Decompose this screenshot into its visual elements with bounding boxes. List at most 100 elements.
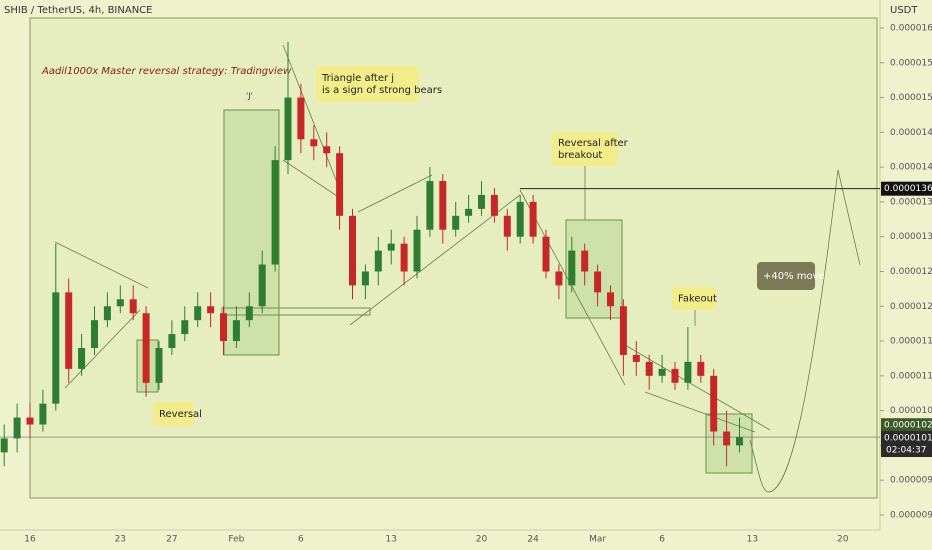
candle-body bbox=[568, 250, 576, 286]
y-tick-label: 0.00001400 bbox=[890, 163, 932, 173]
y-tick-label: 0.00001550 bbox=[890, 58, 932, 68]
candle-body bbox=[594, 271, 602, 293]
candle-body bbox=[542, 236, 550, 272]
x-tick-label: 6 bbox=[298, 535, 304, 545]
annotation-text: Fakeout bbox=[678, 294, 717, 305]
trendline bbox=[519, 189, 626, 386]
candle-body bbox=[323, 146, 331, 154]
candle-body bbox=[529, 201, 537, 237]
candle-body bbox=[516, 201, 524, 237]
candle-body bbox=[607, 292, 614, 307]
trendline bbox=[282, 159, 341, 199]
candle-body bbox=[39, 403, 47, 425]
price-tag bbox=[881, 181, 932, 196]
candle-body bbox=[194, 306, 202, 321]
y-tick-label: 0.00001250 bbox=[890, 267, 932, 277]
y-tick-label: 0.00001100 bbox=[890, 371, 932, 381]
x-tick-label: 13 bbox=[747, 535, 758, 545]
candle-body bbox=[284, 97, 292, 161]
candle-body bbox=[245, 306, 253, 321]
x-tick-label: 20 bbox=[837, 535, 849, 545]
y-tick-label: 0.00001050 bbox=[890, 406, 932, 416]
candle-body bbox=[490, 194, 498, 216]
candle-body bbox=[78, 347, 86, 369]
x-tick-label: 6 bbox=[659, 535, 665, 545]
trendline bbox=[282, 44, 341, 191]
y-tick-label: 0.00001300 bbox=[890, 232, 932, 242]
candle-body bbox=[336, 153, 344, 216]
trendline bbox=[64, 309, 141, 389]
candle-body bbox=[736, 437, 743, 446]
candle-body bbox=[684, 361, 692, 383]
candle-body bbox=[374, 250, 382, 272]
annotation-text: Reversal after bbox=[558, 138, 629, 149]
annotation-box bbox=[316, 66, 419, 102]
candle-body bbox=[426, 181, 434, 230]
annotation-text: +40% move bbox=[763, 271, 825, 282]
box bbox=[221, 307, 371, 316]
x-tick-label: 23 bbox=[115, 535, 126, 545]
candle-body bbox=[697, 361, 705, 376]
trendlines bbox=[54, 44, 861, 493]
candle-body bbox=[671, 368, 679, 383]
price-tag bbox=[881, 431, 932, 458]
candle-body bbox=[452, 215, 460, 230]
y-tick-label: 0.00001200 bbox=[890, 302, 932, 312]
chart-title: SHIB / TetherUS, 4h, BINANCE bbox=[4, 5, 152, 16]
y-tick-label: 0.00001600 bbox=[890, 23, 932, 33]
price-tag bbox=[881, 418, 932, 433]
candle-body bbox=[103, 306, 111, 321]
candle-body bbox=[116, 299, 124, 307]
candle-body bbox=[168, 334, 176, 348]
candle-body bbox=[0, 438, 8, 453]
candle-body bbox=[155, 347, 163, 383]
price-tag-label: 0.00001029 bbox=[884, 421, 932, 431]
y-tick-label: 0.00001150 bbox=[890, 337, 932, 347]
annotation-box bbox=[552, 132, 618, 166]
price-tag-label: 0.00001012 bbox=[884, 434, 932, 444]
candle-body bbox=[91, 320, 98, 348]
j-label: 'J' bbox=[246, 92, 253, 101]
candle-body bbox=[581, 250, 589, 272]
candle-body bbox=[310, 139, 318, 147]
annotation-box bbox=[153, 402, 194, 426]
candle-body bbox=[387, 243, 395, 251]
candle-body bbox=[361, 271, 369, 286]
axis-unit: USDT bbox=[890, 5, 918, 16]
candle-body bbox=[632, 354, 640, 362]
annotation-text: Triangle after j bbox=[321, 73, 394, 84]
y-tick-label: 0.00000900 bbox=[890, 510, 932, 520]
x-tick-label: Mar bbox=[589, 535, 606, 545]
candle-body bbox=[478, 194, 485, 209]
candle-body bbox=[349, 215, 356, 286]
candle-body bbox=[65, 292, 73, 369]
countdown: 02:04:37 bbox=[886, 446, 926, 456]
candle-body bbox=[52, 292, 60, 404]
candle-body bbox=[129, 299, 137, 314]
projection bbox=[749, 169, 861, 493]
candle-body bbox=[619, 306, 627, 355]
candle-body bbox=[207, 306, 215, 314]
candle-body bbox=[26, 417, 34, 425]
candle-body bbox=[555, 271, 563, 286]
annotation-text: Reversal bbox=[159, 409, 202, 420]
annotation-box bbox=[672, 287, 716, 310]
candle-body bbox=[232, 320, 240, 342]
candle-body bbox=[271, 160, 279, 265]
annotation-text: is a sign of strong bears bbox=[322, 85, 442, 96]
y-tick-label: 0.00001500 bbox=[890, 93, 932, 103]
x-tick-label: 27 bbox=[166, 535, 177, 545]
trendline bbox=[357, 174, 433, 213]
candle-body bbox=[181, 320, 189, 335]
trendline bbox=[54, 241, 149, 289]
price-tag-label: 0.00001369 bbox=[884, 184, 932, 194]
candle-body bbox=[645, 361, 653, 376]
x-tick-label: 16 bbox=[24, 535, 36, 545]
candle-body bbox=[258, 264, 266, 307]
candle-body bbox=[220, 313, 227, 342]
candle-body bbox=[400, 243, 408, 272]
trendline bbox=[349, 194, 521, 326]
y-tick-label: 0.00001450 bbox=[890, 128, 932, 138]
candle-body bbox=[503, 215, 511, 237]
